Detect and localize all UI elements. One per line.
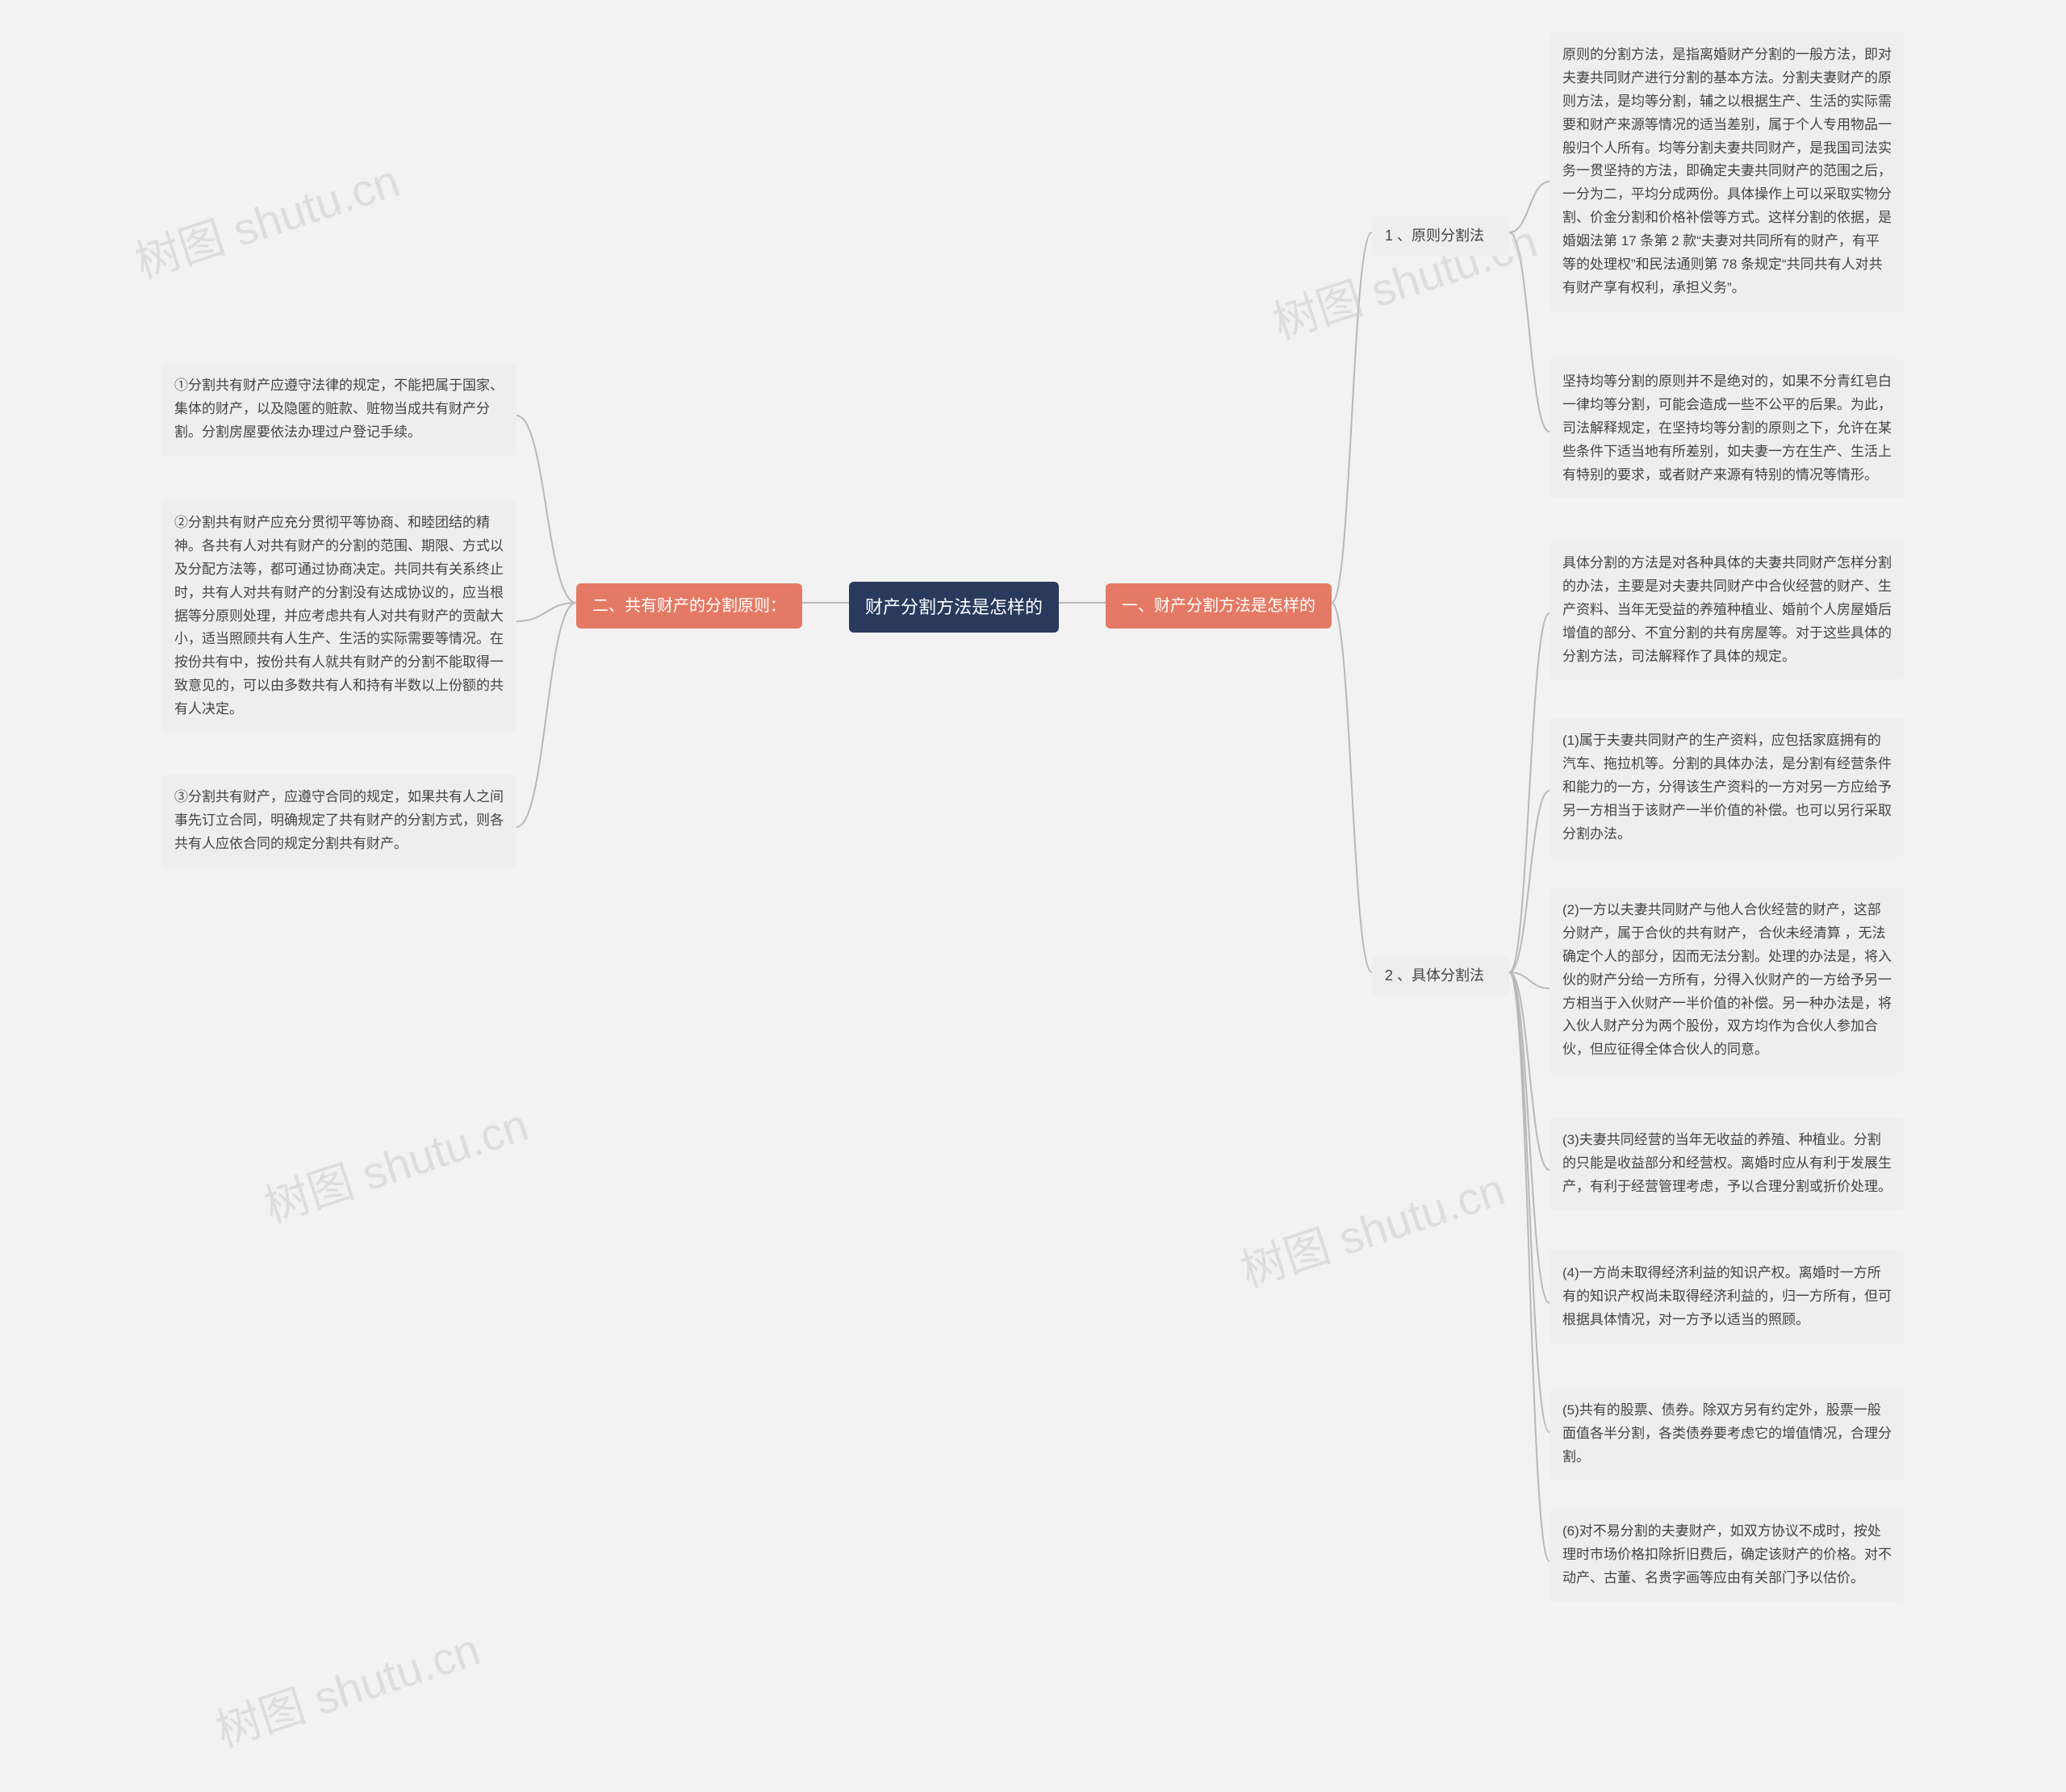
watermark: 树图 shutu.cn	[207, 1614, 487, 1761]
sub-r2[interactable]: 2 、具体分割法	[1372, 956, 1509, 996]
watermark: 树图 shutu.cn	[255, 1089, 536, 1236]
branch-right[interactable]: 一、财产分割方法是怎样的	[1106, 583, 1332, 629]
leaf-l3[interactable]: ③分割共有财产，应遵守合同的规定，如果共有人之间事先订立合同，明确规定了共有财产…	[161, 775, 516, 867]
watermark: 树图 shutu.cn	[1232, 1154, 1512, 1301]
branch-left[interactable]: 二、共有财产的分割原则：	[576, 583, 802, 629]
leaf-r2b[interactable]: (1)属于夫妻共同财产的生产资料，应包括家庭拥有的汽车、拖拉机等。分割的具体办法…	[1550, 718, 1905, 857]
watermark: 树图 shutu.cn	[126, 145, 407, 292]
leaf-r2d[interactable]: (3)夫妻共同经营的当年无收益的养殖、种植业。分割的只能是收益部分和经营权。离婚…	[1550, 1117, 1905, 1210]
root-node[interactable]: 财产分割方法是怎样的	[849, 582, 1059, 633]
leaf-r2e[interactable]: (4)一方尚未取得经济利益的知识产权。离婚时一方所有的知识产权尚未取得经济利益的…	[1550, 1251, 1905, 1343]
leaf-r1a[interactable]: 原则的分割方法，是指离婚财产分割的一般方法，即对夫妻共同财产进行分割的基本方法。…	[1550, 32, 1905, 311]
leaf-r2a[interactable]: 具体分割的方法是对各种具体的夫妻共同财产怎样分割的办法，主要是对夫妻共同财产中合…	[1550, 541, 1905, 679]
leaf-l1[interactable]: ①分割共有财产应遵守法律的规定，不能把属于国家、集体的财产，以及隐匿的赃款、赃物…	[161, 363, 516, 456]
leaf-r2g[interactable]: (6)对不易分割的夫妻财产，如双方协议不成时，按处理时市场价格扣除折旧费后，确定…	[1550, 1509, 1905, 1602]
leaf-r2c[interactable]: (2)一方以夫妻共同财产与他人合伙经营的财产，这部分财产，属于合伙的共有财产， …	[1550, 888, 1905, 1073]
sub-r1[interactable]: 1 、原则分割法	[1372, 216, 1509, 256]
leaf-r2f[interactable]: (5)共有的股票、债券。除双方另有约定外，股票一般面值各半分割，各类债券要考虑它…	[1550, 1388, 1905, 1481]
leaf-l2[interactable]: ②分割共有财产应充分贯彻平等协商、和睦团结的精神。各共有人对共有财产的分割的范围…	[161, 500, 516, 733]
leaf-r1b[interactable]: 坚持均等分割的原则并不是绝对的，如果不分青红皂白一律均等分割，可能会造成一些不公…	[1550, 359, 1905, 498]
